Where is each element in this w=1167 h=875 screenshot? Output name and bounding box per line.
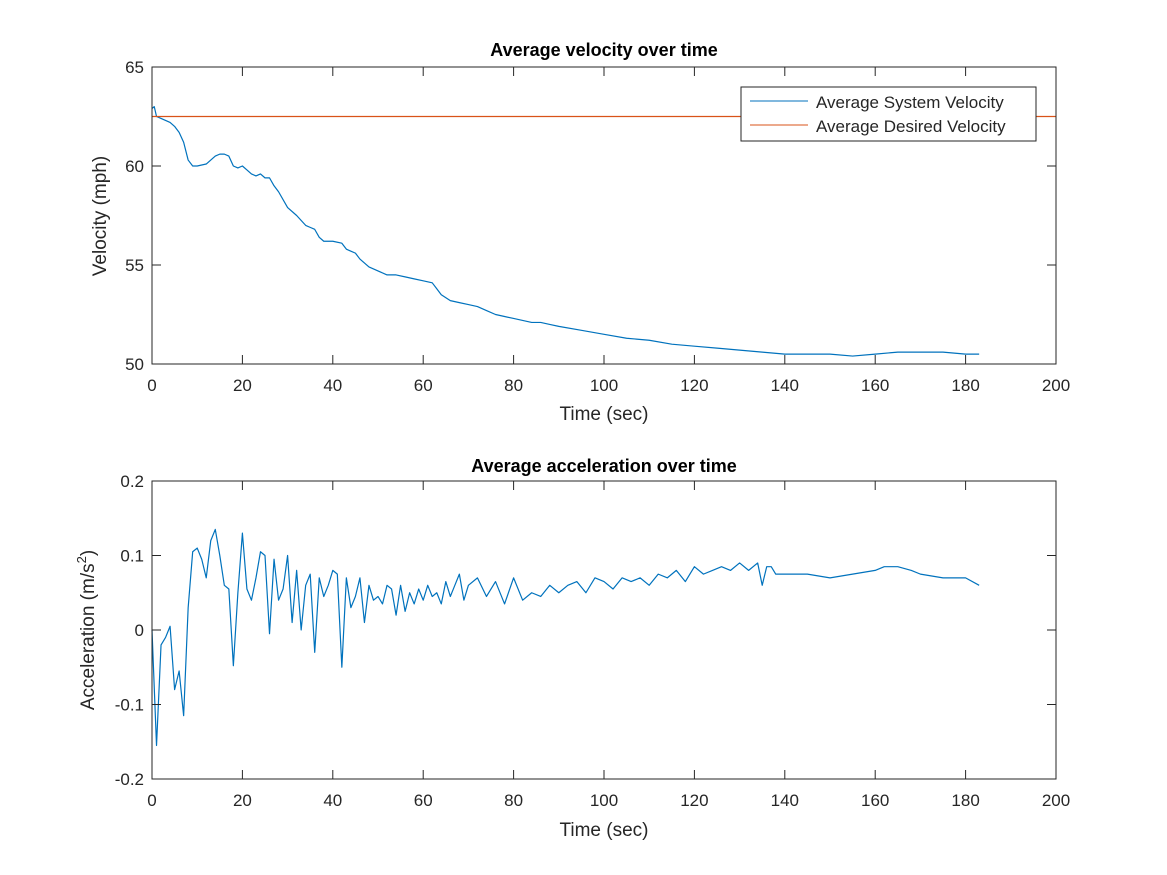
acceleration-x-tick-label: 180	[951, 791, 979, 810]
velocity-x-tick-label: 100	[590, 376, 618, 395]
acceleration-x-tick-label: 60	[414, 791, 433, 810]
velocity-x-tick-label: 20	[233, 376, 252, 395]
velocity-y-tick-label: 50	[125, 355, 144, 374]
acceleration-y-axis-label-end: )	[78, 550, 99, 556]
acceleration-y-axis-label: Acceleration (m/s2)	[74, 550, 99, 710]
acceleration-x-tick-label: 120	[680, 791, 708, 810]
acceleration-x-tick-label: 80	[504, 791, 523, 810]
acceleration-x-tick-label: 160	[861, 791, 889, 810]
acceleration-x-tick-label: 40	[323, 791, 342, 810]
acceleration-series-group	[151, 528, 980, 747]
velocity-chart-title: Average velocity over time	[490, 40, 717, 60]
acceleration-x-tick-label: 140	[771, 791, 799, 810]
velocity-x-tick-label: 60	[414, 376, 433, 395]
velocity-axes: 0 20 40 60 80 100 120 140 160 180 200 50 55 60 65	[125, 58, 1070, 395]
acceleration-x-tick-label: 200	[1042, 791, 1070, 810]
acceleration-axes: 0 20 40 60 80 100 120 140 160 180 200 -0.2 -0.1 0 0.1 0…	[115, 472, 1070, 810]
velocity-x-tick-label: 180	[951, 376, 979, 395]
velocity-series-line-1	[151, 105, 980, 357]
acceleration-x-tick-label: 0	[147, 791, 156, 810]
velocity-y-tick-label: 60	[125, 157, 144, 176]
acceleration-x-tick-label: 20	[233, 791, 252, 810]
legend-box	[740, 86, 1037, 142]
legend-label-desired-velocity: Average Desired Velocity	[816, 117, 1006, 136]
velocity-legend: Average System Velocity Average Desired …	[740, 86, 1037, 142]
acceleration-y-tick-label: 0	[135, 621, 144, 640]
velocity-x-tick-label: 80	[504, 376, 523, 395]
velocity-x-tick-label: 140	[771, 376, 799, 395]
acceleration-y-tick-label: 0.2	[120, 472, 144, 491]
acceleration-series-line-1	[151, 528, 980, 747]
acceleration-y-axis-label-main: Acceleration (m/s	[78, 563, 99, 710]
velocity-chart: Average velocity over time Time (sec) Ve…	[90, 40, 1070, 425]
acceleration-y-tick-label: 0.1	[120, 547, 144, 566]
velocity-x-tick-label: 160	[861, 376, 889, 395]
acceleration-x-axis-label: Time (sec)	[559, 820, 648, 841]
velocity-y-tick-label: 65	[125, 58, 144, 77]
velocity-y-axis-label: Velocity (mph)	[90, 156, 111, 276]
velocity-x-axis-label: Time (sec)	[559, 404, 648, 425]
acceleration-y-tick-label: -0.1	[115, 696, 144, 715]
velocity-y-tick-label: 55	[125, 256, 144, 275]
acceleration-chart-title: Average acceleration over time	[471, 456, 736, 476]
legend-label-system-velocity: Average System Velocity	[816, 93, 1004, 112]
acceleration-y-axis-label-sup: 2	[74, 556, 89, 563]
velocity-x-tick-label: 120	[680, 376, 708, 395]
acceleration-x-tick-label: 100	[590, 791, 618, 810]
velocity-x-tick-label: 40	[323, 376, 342, 395]
velocity-x-tick-label: 200	[1042, 376, 1070, 395]
acceleration-y-tick-label: -0.2	[115, 770, 144, 789]
velocity-x-tick-label: 0	[147, 376, 156, 395]
acceleration-chart: Average acceleration over time Time (sec…	[74, 456, 1070, 841]
